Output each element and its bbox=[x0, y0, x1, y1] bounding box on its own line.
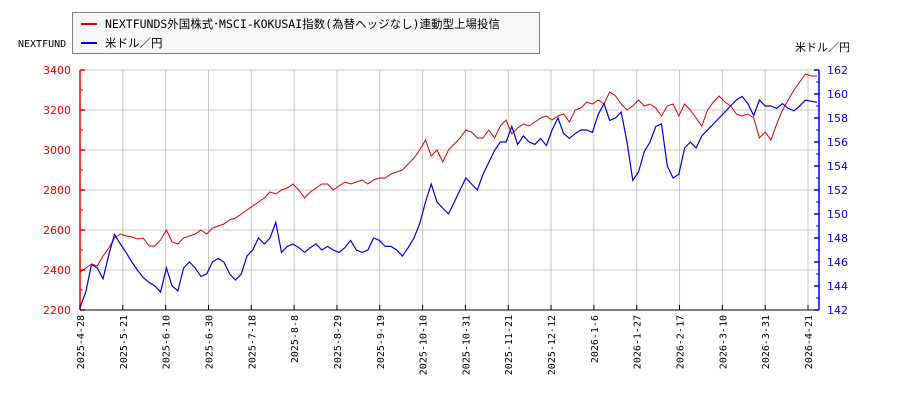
svg-text:2025-6-10: 2025-6-10 bbox=[162, 315, 173, 369]
svg-text:2025-4-28: 2025-4-28 bbox=[76, 315, 87, 369]
series-usdjpy-line bbox=[79, 95, 818, 308]
svg-text:2400: 2400 bbox=[43, 264, 71, 277]
svg-text:2025-10-10: 2025-10-10 bbox=[419, 315, 430, 375]
svg-text:2025-10-31: 2025-10-31 bbox=[461, 315, 472, 375]
legend-item-usdjpy: 米ドル／円 bbox=[81, 34, 163, 52]
svg-text:2026-4-21: 2026-4-21 bbox=[804, 315, 815, 369]
svg-text:2025-7-18: 2025-7-18 bbox=[247, 315, 258, 369]
left-y-axis: 2200 2400 2600 2800 3000 3200 3400 bbox=[43, 64, 85, 317]
right-axis-title: 米ドル／円 bbox=[795, 41, 850, 54]
svg-text:156: 156 bbox=[827, 136, 848, 149]
svg-text:2025-8-8: 2025-8-8 bbox=[290, 315, 301, 363]
svg-text:2025-9-19: 2025-9-19 bbox=[376, 315, 387, 369]
legend-label-nextfunds: NEXTFUNDS外国株式･MSCI-KOKUSAI指数(為替ヘッジなし)連動型… bbox=[105, 17, 500, 31]
svg-text:2025-6-30: 2025-6-30 bbox=[204, 315, 215, 369]
svg-text:2026-1-27: 2026-1-27 bbox=[633, 315, 644, 369]
svg-text:152: 152 bbox=[827, 184, 848, 197]
svg-text:2026-1-6: 2026-1-6 bbox=[590, 315, 601, 363]
svg-text:2026-3-31: 2026-3-31 bbox=[761, 315, 772, 369]
svg-text:162: 162 bbox=[827, 64, 848, 77]
svg-text:3000: 3000 bbox=[43, 144, 71, 157]
grid-lines bbox=[79, 69, 819, 311]
svg-text:2025-11-21: 2025-11-21 bbox=[504, 315, 515, 375]
legend-label-usdjpy: 米ドル／円 bbox=[105, 36, 163, 50]
svg-text:144: 144 bbox=[827, 280, 848, 293]
series-nextfunds-line bbox=[79, 73, 817, 273]
svg-text:142: 142 bbox=[827, 304, 848, 317]
legend-item-nextfunds: NEXTFUNDS外国株式･MSCI-KOKUSAI指数(為替ヘッジなし)連動型… bbox=[81, 15, 500, 33]
svg-text:2600: 2600 bbox=[43, 224, 71, 237]
right-y-axis: 142 144 146 148 150 152 154 156 158 160 162 bbox=[814, 64, 848, 317]
left-axis-title: NEXTFUND bbox=[18, 39, 67, 50]
svg-text:2026-2-17: 2026-2-17 bbox=[676, 315, 687, 369]
svg-text:146: 146 bbox=[827, 256, 848, 269]
x-axis: 2025-4-28 2025-5-21 2025-6-10 2025-6-30 2025… bbox=[76, 305, 819, 375]
svg-text:2025-12-12: 2025-12-12 bbox=[547, 315, 558, 375]
svg-text:2025-5-21: 2025-5-21 bbox=[119, 315, 130, 369]
svg-text:3400: 3400 bbox=[43, 64, 71, 77]
svg-text:150: 150 bbox=[827, 208, 848, 221]
svg-text:158: 158 bbox=[827, 112, 848, 125]
svg-text:160: 160 bbox=[827, 88, 848, 101]
chart-legend: NEXTFUNDS外国株式･MSCI-KOKUSAI指数(為替ヘッジなし)連動型… bbox=[72, 12, 540, 54]
legend-swatch-blue bbox=[81, 42, 97, 44]
legend-swatch-red bbox=[81, 23, 97, 25]
svg-text:2800: 2800 bbox=[43, 184, 71, 197]
svg-text:148: 148 bbox=[827, 232, 848, 245]
svg-text:2200: 2200 bbox=[43, 304, 71, 317]
svg-text:3200: 3200 bbox=[43, 104, 71, 117]
svg-text:2025-8-29: 2025-8-29 bbox=[333, 315, 344, 369]
svg-text:2026-3-10: 2026-3-10 bbox=[718, 315, 729, 369]
svg-text:154: 154 bbox=[827, 160, 848, 173]
